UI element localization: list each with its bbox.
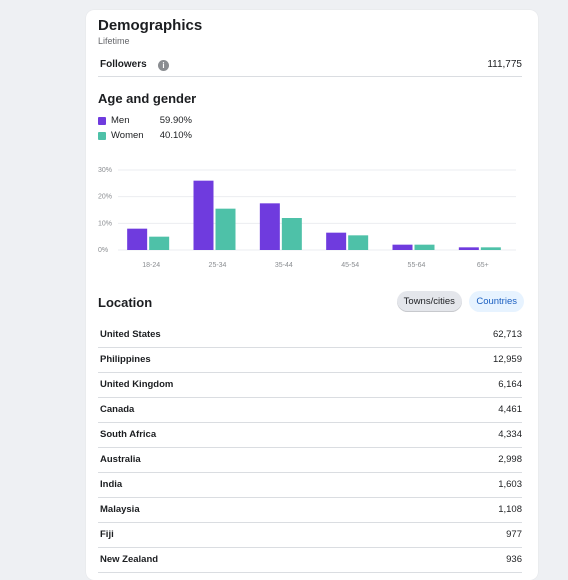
location-name: Malaysia: [100, 504, 140, 515]
location-name: New Zealand: [100, 554, 159, 565]
y-tick-label: 30%: [98, 167, 112, 174]
list-item: Fiji 977: [98, 524, 522, 548]
page-subtitle: Lifetime: [98, 36, 130, 46]
y-tick-label: 0%: [98, 247, 108, 254]
list-item: India 1,603: [98, 474, 522, 498]
location-name: India: [100, 479, 123, 490]
bar-women-18-24[interactable]: [149, 236, 170, 250]
bar-men-18-24[interactable]: [127, 228, 148, 250]
list-item: Australia 2,998: [98, 449, 522, 473]
location-name: South Africa: [100, 429, 157, 440]
bar-men-35-44[interactable]: [259, 203, 280, 250]
location-name: Canada: [100, 404, 135, 415]
location-value: 12,959: [492, 354, 522, 365]
location-list: United States 62,713 Philippines 12,959 Unit…: [98, 324, 522, 574]
followers-row: Followers i 111,775: [98, 58, 522, 77]
location-value: 2,998: [498, 454, 522, 465]
legend-label: Women: [111, 130, 144, 141]
x-tick-label: 25-34: [209, 262, 227, 269]
list-item: United States 62,713: [98, 324, 522, 348]
bar-women-25-34[interactable]: [215, 208, 236, 250]
location-value: 4,334: [498, 429, 522, 440]
demographics-card: Demographics Lifetime Followers i 111,77…: [86, 10, 538, 580]
page-title: Demographics: [98, 17, 203, 34]
location-value: 936: [506, 554, 522, 565]
tab-towns-cities[interactable]: Towns/cities: [396, 291, 462, 312]
list-item: Canada 4,461: [98, 399, 522, 423]
list-item: South Africa 4,334: [98, 424, 522, 448]
bar-men-55-64[interactable]: [392, 244, 413, 250]
bar-women-55-64[interactable]: [414, 244, 435, 250]
followers-label: Followers: [100, 59, 147, 70]
location-value: 1,108: [498, 504, 522, 515]
bar-women-35-44[interactable]: [281, 218, 302, 250]
x-tick-label: 55-64: [408, 262, 426, 269]
y-tick-label: 20%: [98, 194, 112, 201]
list-item: United Kingdom 6,164: [98, 374, 522, 398]
legend-swatch-women: [98, 132, 106, 140]
bar-men-45-54[interactable]: [326, 232, 347, 250]
location-name: Philippines: [100, 354, 151, 365]
legend-swatch-men: [98, 117, 106, 125]
location-name: Fiji: [100, 529, 114, 540]
location-title: Location: [98, 295, 153, 310]
location-value: 1,603: [498, 479, 522, 490]
list-item: Philippines 12,959: [98, 349, 522, 373]
bar-men-65+[interactable]: [458, 247, 479, 250]
legend-percent: 40.10%: [159, 130, 192, 141]
x-tick-label: 18-24: [142, 262, 160, 269]
age-gender-bar-chart: 0% 10% 20% 30% 18-24 25-34 35-44 45-54 55-64 65+: [98, 167, 516, 269]
y-tick-label: 10%: [98, 220, 112, 227]
location-value: 62,713: [492, 329, 522, 340]
followers-value: 111,775: [487, 59, 522, 70]
legend-label: Men: [111, 115, 130, 126]
tab-countries[interactable]: Countries: [469, 291, 524, 312]
legend-percent: 59.90%: [159, 115, 192, 126]
age-gender-title: Age and gender: [98, 91, 197, 106]
location-value: 6,164: [498, 379, 522, 390]
info-icon[interactable]: i: [158, 60, 169, 71]
bar-women-45-54[interactable]: [348, 235, 369, 250]
location-name: United States: [100, 329, 161, 340]
list-item: New Zealand 936: [98, 549, 522, 573]
location-value: 977: [506, 529, 522, 540]
location-value: 4,461: [498, 404, 522, 415]
location-name: United Kingdom: [100, 379, 174, 390]
x-tick-label: 65+: [477, 262, 489, 269]
location-name: Australia: [100, 454, 141, 465]
x-tick-label: 45-54: [341, 262, 359, 269]
list-item: Malaysia 1,108: [98, 499, 522, 523]
bar-women-65+[interactable]: [480, 247, 501, 250]
location-tabs: Towns/cities Countries: [394, 291, 524, 312]
bar-men-25-34[interactable]: [193, 180, 214, 250]
x-tick-label: 35-44: [275, 262, 293, 269]
